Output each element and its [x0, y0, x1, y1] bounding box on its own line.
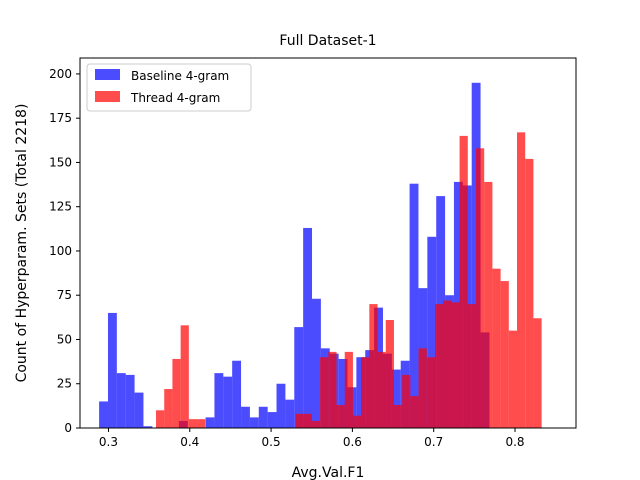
bar-thread-32	[418, 348, 427, 428]
bar-thread-41	[492, 268, 501, 428]
bar-baseline-37	[427, 236, 437, 428]
bar-thread-44	[517, 132, 526, 428]
bar-thread-25	[361, 357, 370, 428]
x-axis-label: Avg.Val.F1	[292, 465, 365, 480]
bar-baseline-15	[232, 360, 242, 428]
chart-title: Full Dataset-1	[279, 33, 376, 49]
x-tick-label: 0.5	[262, 435, 281, 449]
legend-box	[86, 63, 252, 112]
y-tick-label: 75	[57, 288, 72, 302]
bar-thread-28	[385, 320, 394, 428]
y-tick-label: 125	[49, 200, 72, 214]
bar-thread-23	[344, 351, 353, 428]
bar-thread-36	[451, 302, 460, 428]
x-tick-label: 0.4	[180, 435, 199, 449]
bar-thread-29	[393, 404, 403, 428]
legend: Baseline 4-gram Thread 4-gram	[86, 63, 252, 112]
bar-thread-42	[500, 281, 509, 428]
bar-baseline-17	[249, 417, 259, 428]
bar-baseline-0	[99, 401, 108, 428]
bar-thread-38	[467, 304, 476, 428]
legend-swatch-thread	[95, 91, 120, 102]
bar-baseline-4	[134, 392, 144, 428]
bar-thread-3	[180, 325, 189, 428]
bar-thread-45	[525, 158, 534, 428]
bar-baseline-3	[125, 374, 135, 428]
bar-baseline-16	[241, 406, 250, 428]
bar-thread-46	[533, 318, 542, 428]
bar-thread-24	[352, 415, 362, 428]
x-axis: 0.3 0.4 0.5 0.6 0.7 0.8	[99, 428, 525, 449]
bar-thread-35	[443, 300, 452, 428]
bar-baseline-24	[312, 298, 321, 428]
bar-thread-37	[459, 135, 468, 428]
bar-thread-30	[402, 374, 411, 428]
bar-thread-27	[377, 351, 386, 428]
y-tick-label: 0	[64, 421, 72, 435]
x-tick-label: 0.3	[99, 435, 118, 449]
bar-baseline-20	[276, 383, 286, 428]
bar-thread-20	[320, 357, 329, 428]
bar-baseline-13	[214, 373, 224, 428]
bar-thread-18	[303, 413, 312, 428]
bar-baseline-19	[267, 412, 277, 428]
bar-baseline-35	[409, 183, 419, 428]
x-tick-label: 0.6	[343, 435, 362, 449]
bar-thread-1	[164, 389, 173, 428]
bar-baseline-5	[143, 426, 153, 428]
y-tick-label: 50	[57, 332, 72, 346]
x-tick-label: 0.7	[424, 435, 443, 449]
bar-baseline-33	[391, 369, 401, 428]
y-tick-label: 25	[57, 377, 72, 391]
bar-baseline-14	[223, 376, 233, 428]
bar-baseline-18	[258, 406, 268, 428]
bar-thread-43	[508, 330, 518, 428]
legend-swatch-baseline	[95, 69, 120, 80]
y-tick-label: 150	[49, 155, 72, 169]
bar-thread-5	[197, 419, 206, 428]
bar-thread-21	[328, 351, 337, 428]
x-tick-label: 0.8	[505, 435, 524, 449]
bar-baseline-1	[107, 312, 117, 428]
legend-label-baseline: Baseline 4-gram	[131, 69, 229, 83]
bar-thread-22	[336, 404, 345, 428]
bar-baseline-23	[303, 227, 313, 428]
bar-thread-40	[484, 181, 493, 428]
y-axis-label: Count of Hyperparam. Sets (Total 2218)	[14, 104, 30, 383]
bar-baseline-29	[356, 357, 366, 428]
bar-thread-0	[156, 410, 165, 428]
y-axis: 0 25 50 75 100 125 150 175 200	[49, 67, 80, 435]
bar-thread-19	[311, 420, 321, 428]
bar-thread-33	[426, 357, 435, 428]
y-tick-label: 100	[49, 244, 72, 258]
bar-thread-2	[172, 358, 181, 428]
y-tick-label: 175	[49, 111, 72, 125]
bar-baseline-22	[294, 327, 304, 428]
plot-frame	[79, 57, 577, 429]
bar-thread-26	[369, 304, 378, 428]
bar-thread-39	[476, 148, 485, 429]
bar-baseline-27	[338, 358, 348, 428]
y-tick-label: 200	[49, 67, 72, 81]
bar-thread-31	[410, 396, 419, 428]
bar-thread-4	[188, 419, 198, 428]
bars-layer	[99, 82, 542, 429]
bar-thread-34	[434, 304, 444, 428]
bar-thread-17	[295, 413, 304, 428]
bar-baseline-12	[205, 417, 215, 428]
bar-baseline-21	[285, 399, 295, 428]
bar-baseline-2	[116, 373, 126, 428]
legend-label-thread: Thread 4-gram	[130, 91, 220, 105]
